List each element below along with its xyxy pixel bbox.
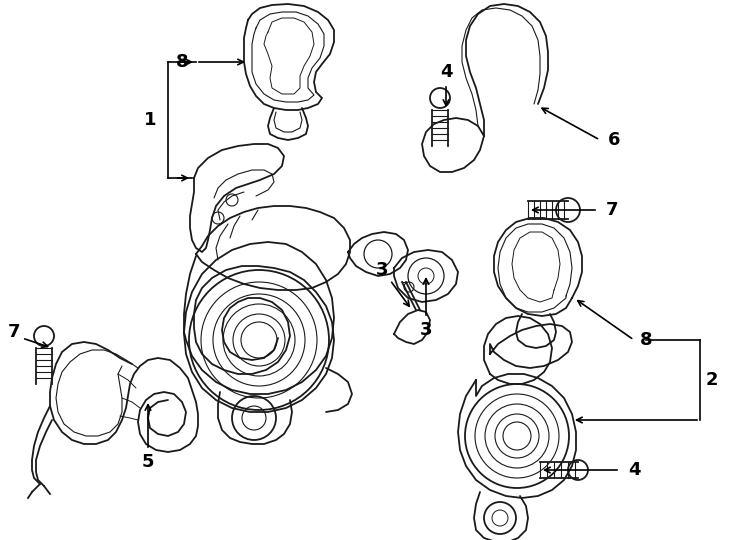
Text: 7: 7 <box>8 323 21 341</box>
Text: 8: 8 <box>175 53 189 71</box>
Text: 8: 8 <box>640 331 653 349</box>
Text: 7: 7 <box>606 201 618 219</box>
Text: 3: 3 <box>376 261 388 279</box>
Text: 3: 3 <box>420 321 432 339</box>
Text: 4: 4 <box>440 63 452 81</box>
Text: 5: 5 <box>142 453 154 471</box>
Text: 2: 2 <box>706 371 719 389</box>
Text: 1: 1 <box>144 111 156 129</box>
Text: 6: 6 <box>608 131 620 149</box>
Text: 4: 4 <box>628 461 640 479</box>
